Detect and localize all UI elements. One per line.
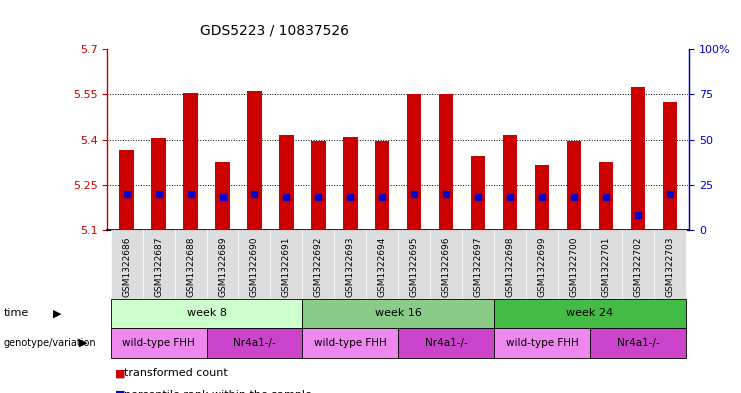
Text: ▶: ▶ <box>79 338 87 348</box>
Text: GDS5223 / 10837526: GDS5223 / 10837526 <box>200 23 349 37</box>
Text: GSM1322694: GSM1322694 <box>378 236 387 297</box>
Text: Nr4a1-/-: Nr4a1-/- <box>233 338 276 348</box>
Bar <box>471 156 485 230</box>
Bar <box>247 91 262 230</box>
Text: GSM1322703: GSM1322703 <box>665 236 674 297</box>
Bar <box>631 87 645 230</box>
Bar <box>662 102 677 230</box>
Bar <box>279 135 293 230</box>
Text: wild-type FHH: wild-type FHH <box>506 338 579 348</box>
Bar <box>151 138 166 230</box>
Text: GSM1322691: GSM1322691 <box>282 236 291 297</box>
Text: GSM1322695: GSM1322695 <box>410 236 419 297</box>
Text: ▶: ▶ <box>53 309 62 318</box>
Text: GSM1322702: GSM1322702 <box>634 236 642 297</box>
Text: GSM1322689: GSM1322689 <box>218 236 227 297</box>
Text: GSM1322687: GSM1322687 <box>154 236 163 297</box>
Bar <box>343 136 358 230</box>
Text: week 24: week 24 <box>566 309 614 318</box>
Bar <box>407 94 422 230</box>
Text: GSM1322688: GSM1322688 <box>186 236 195 297</box>
Bar <box>183 93 198 230</box>
Text: GSM1322690: GSM1322690 <box>250 236 259 297</box>
Bar <box>119 150 134 230</box>
Text: Nr4a1-/-: Nr4a1-/- <box>617 338 659 348</box>
Text: GSM1322701: GSM1322701 <box>602 236 611 297</box>
Text: percentile rank within the sample: percentile rank within the sample <box>124 390 313 393</box>
Text: GSM1322698: GSM1322698 <box>505 236 515 297</box>
Text: week 8: week 8 <box>187 309 227 318</box>
Text: Nr4a1-/-: Nr4a1-/- <box>425 338 468 348</box>
Text: GSM1322700: GSM1322700 <box>570 236 579 297</box>
Bar <box>375 141 390 230</box>
Text: wild-type FHH: wild-type FHH <box>122 338 195 348</box>
Text: GSM1322686: GSM1322686 <box>122 236 131 297</box>
Text: time: time <box>4 309 29 318</box>
Bar <box>535 165 549 230</box>
Text: ■: ■ <box>115 368 125 378</box>
Text: GSM1322697: GSM1322697 <box>473 236 482 297</box>
Bar <box>503 135 517 230</box>
Text: GSM1322696: GSM1322696 <box>442 236 451 297</box>
Bar <box>439 94 453 230</box>
Text: week 16: week 16 <box>375 309 422 318</box>
Text: wild-type FHH: wild-type FHH <box>314 338 387 348</box>
Text: ■: ■ <box>115 390 125 393</box>
Text: GSM1322693: GSM1322693 <box>346 236 355 297</box>
Text: GSM1322699: GSM1322699 <box>538 236 547 297</box>
Bar <box>567 141 581 230</box>
Text: transformed count: transformed count <box>124 368 228 378</box>
Bar <box>216 162 230 230</box>
Bar <box>311 141 325 230</box>
Text: GSM1322692: GSM1322692 <box>314 236 323 297</box>
Text: genotype/variation: genotype/variation <box>4 338 96 348</box>
Bar <box>599 162 614 230</box>
